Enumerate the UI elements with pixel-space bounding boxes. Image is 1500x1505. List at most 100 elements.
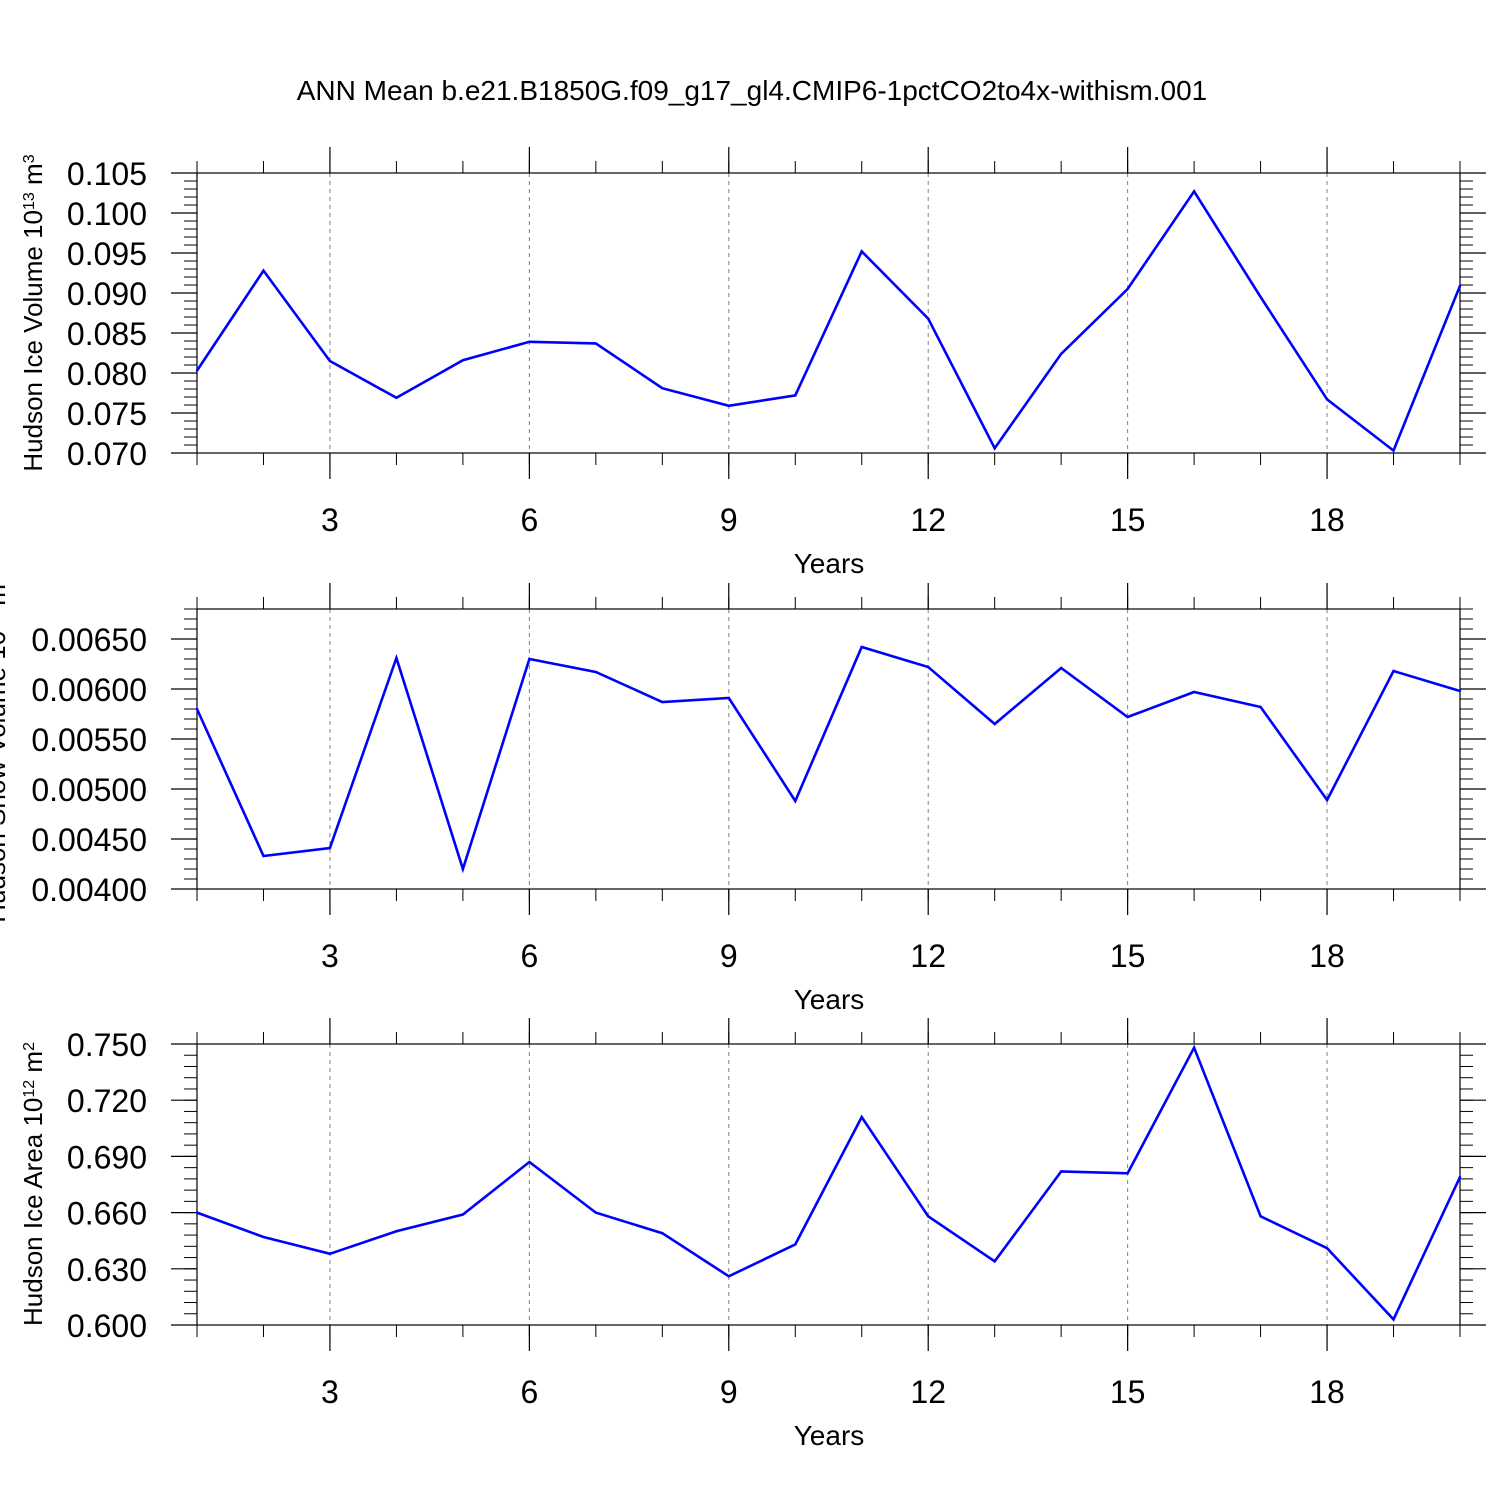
- plot-frame: [196, 172, 1461, 454]
- x-tick-label: 15: [1110, 502, 1146, 538]
- x-tick-label: 18: [1309, 938, 1345, 974]
- x-tick-label: 6: [520, 1374, 538, 1410]
- data-point: [794, 1243, 797, 1246]
- data-point: [594, 1211, 598, 1214]
- data-point: [1325, 398, 1329, 401]
- data-point: [927, 665, 930, 669]
- y-axis-label-exponent: 13: [21, 192, 38, 210]
- y-tick-label: 0.660: [67, 1196, 147, 1232]
- y-tick-label: 0.00450: [31, 822, 147, 858]
- y-axis-label: Hudson Snow Volume 1013 m3: [0, 575, 11, 923]
- data-point: [262, 1235, 265, 1239]
- x-tick-label: 6: [520, 938, 538, 974]
- x-axis-label: Years: [794, 1420, 865, 1451]
- chart-panel-3: 3 6 9 12 15 18 Years 0.600 0.630 0.660 0.690 0.720 0…: [18, 1018, 1486, 1451]
- data-point: [993, 722, 996, 726]
- data-point: [1325, 798, 1329, 802]
- y-axis-label: Hudson Ice Volume 1013 m3: [18, 154, 48, 471]
- data-point: [727, 1275, 730, 1278]
- y-tick-label: 0.070: [67, 436, 147, 472]
- data-point: [1059, 1170, 1063, 1173]
- data-point: [262, 854, 265, 858]
- chart-panels: 3 6 9 12 15 18 Years 0.070 0.075 0.080 0.085 0.090 0…: [0, 147, 1486, 1451]
- data-point: [727, 696, 730, 700]
- y-axis-label-text: Hudson Snow Volume 10: [0, 631, 11, 923]
- plot-frame: [196, 1043, 1461, 1326]
- x-tick-label: 18: [1309, 502, 1345, 538]
- data-point: [195, 369, 199, 372]
- data-point: [1126, 1172, 1129, 1175]
- data-point: [661, 700, 664, 704]
- data-point: [1392, 1318, 1395, 1321]
- y-axis-label-exponent: 3: [21, 154, 38, 163]
- data-point: [528, 340, 531, 343]
- y-tick-label: 0.085: [67, 316, 147, 352]
- y-tick-label: 0.075: [67, 396, 147, 432]
- y-axis-label-text: Hudson Ice Area 10: [18, 1098, 48, 1326]
- data-point: [1259, 295, 1262, 299]
- data-point: [195, 707, 199, 711]
- y-axis-label-exponent: 13: [0, 613, 1, 631]
- y-axis-label-text: m: [0, 584, 11, 613]
- data-point: [661, 1232, 664, 1235]
- data-point: [1192, 690, 1196, 694]
- x-tick-label: 3: [321, 502, 339, 538]
- data-point: [1059, 666, 1063, 670]
- data-point: [860, 250, 863, 253]
- x-axis-label: Years: [794, 984, 865, 1015]
- data-point: [1192, 1046, 1196, 1049]
- data-point: [395, 1230, 398, 1233]
- data-point: [594, 342, 598, 345]
- y-tick-label: 0.750: [67, 1027, 147, 1063]
- data-point: [528, 657, 531, 661]
- y-tick-label: 0.00650: [31, 622, 147, 658]
- data-point: [328, 1252, 332, 1256]
- data-point: [1325, 1246, 1329, 1250]
- data-point: [1458, 284, 1462, 287]
- data-point: [195, 1211, 199, 1214]
- data-point: [1458, 689, 1462, 693]
- y-axis-label-exponent: 12: [21, 1080, 38, 1098]
- x-tick-label: 12: [910, 1374, 946, 1410]
- y-axis-label-exponent: 3: [0, 575, 1, 584]
- data-point: [1126, 287, 1129, 291]
- y-axis-label-text: m: [18, 163, 48, 192]
- y-tick-label: 0.00400: [31, 872, 147, 908]
- data-point: [1392, 449, 1395, 452]
- data-point: [1392, 669, 1395, 673]
- data-point: [328, 359, 332, 363]
- x-tick-label: 3: [321, 938, 339, 974]
- x-tick-label: 9: [720, 1374, 738, 1410]
- data-point: [1259, 705, 1262, 709]
- y-tick-label: 0.00550: [31, 722, 147, 758]
- x-tick-label: 15: [1110, 938, 1146, 974]
- plot-frame: [196, 608, 1461, 890]
- y-axis-label-exponent: 2: [21, 1042, 38, 1051]
- x-tick-label: 9: [720, 502, 738, 538]
- data-point: [860, 1115, 863, 1119]
- data-point: [993, 1260, 996, 1263]
- x-tick-label: 18: [1309, 1374, 1345, 1410]
- data-point: [1458, 1175, 1462, 1179]
- data-point: [860, 645, 863, 649]
- y-tick-label: 0.00600: [31, 672, 147, 708]
- data-point: [328, 846, 332, 850]
- x-tick-label: 12: [910, 502, 946, 538]
- series-line: [196, 1044, 1462, 1322]
- chart-panel-2: 3 6 9 12 15 18 Years 0.00400 0.00450 0.00500 0.005…: [0, 575, 1486, 1015]
- y-tick-label: 0.100: [67, 196, 147, 232]
- chart-title: ANN Mean b.e21.B1850G.f09_g17_gl4.CMIP6-…: [297, 75, 1208, 106]
- y-tick-label: 0.630: [67, 1252, 147, 1288]
- x-axis-label: Years: [794, 548, 865, 579]
- data-point: [461, 867, 465, 871]
- data-point: [727, 404, 730, 407]
- data-point: [1059, 352, 1063, 355]
- data-point: [461, 1213, 465, 1216]
- y-axis-label: Hudson Ice Area 1012 m2: [18, 1042, 48, 1326]
- data-point: [262, 269, 265, 272]
- y-tick-label: 0.105: [67, 156, 147, 192]
- data-point: [1126, 715, 1129, 719]
- x-tick-label: 6: [520, 502, 538, 538]
